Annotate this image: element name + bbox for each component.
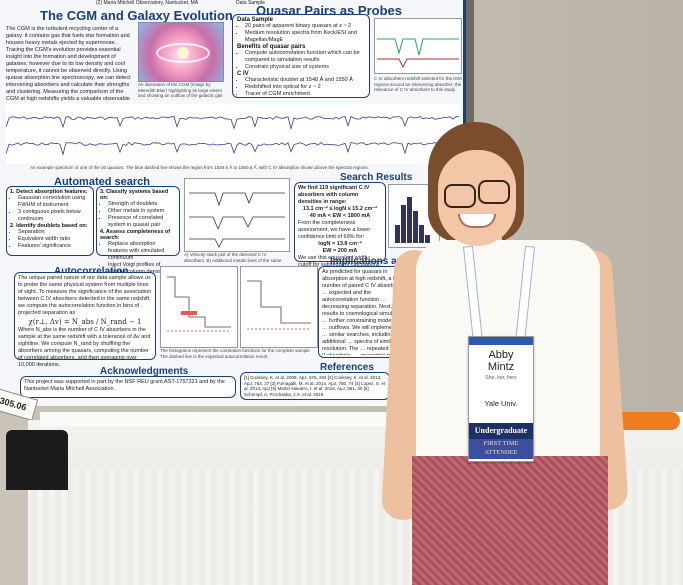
quasar-benefits-label: Benefits of quasar pairs [237,44,306,50]
autocorr-plot-b [240,266,318,348]
cgm-section-title: The CGM and Galaxy Evolution [40,8,233,23]
search-results-box: We find 119 significant C IV absorbers w… [294,182,386,268]
search-results-p1: We find 119 significant C IV absorbers w… [298,185,370,205]
step-1-label: 1. Detect absorption features: [10,189,88,195]
step-item: Other metals in system [108,208,176,215]
quasar-data-label: Data Sample [237,17,274,23]
acknowledgments-body: This project was supported in part by th… [24,379,225,392]
glasses-left-lens-icon [444,184,476,208]
step-item: Replace absorption features with simulat… [108,241,176,262]
badge-affiliation: Yale Univ. [484,399,518,408]
badge-first-name: Abby [488,349,514,361]
velocity-stack-figure [184,178,290,252]
implications-title: Implications and Future [330,256,443,267]
search-range-2: 40 mÅ < EW < 1800 mÅ [309,213,371,219]
poster-header-fragment: (2) Maria Mitchell Observatory, Nantucke… [96,0,199,6]
search-limit-1: logN = 13.8 cm⁻² [318,241,362,247]
quasar-benefits-list: Compute autocorrelation function which c… [237,50,365,71]
autocorr-fig-caption: The histograms represent the correlation… [160,348,311,359]
step-3-label: 3. Classify systems based on: [100,189,169,201]
civ-item: Redshifted into optical for z ~ 2 [245,84,365,91]
quasar-doublet-figure [374,18,462,74]
quasar-benefit-item: Constrain physical size of systems [245,64,365,71]
autocorr-body-2: Where N_abs is the number of C IV absorb… [18,327,151,368]
badge-last-name: Mintz [487,361,515,373]
quasar-caption: C IV absorbers redshift selected for the… [374,76,462,92]
spectrum-lines-icon [5,116,460,156]
civ-item: Characteristic doublet at 1548 Å and 155… [245,77,365,84]
histogram-icon [395,197,430,243]
search-limit-2: EW = 200 mÅ [322,248,358,254]
cgm-section-body: The CGM is the turbulent recycling cente… [6,26,131,102]
badge-pronouns: She, her, hers [485,375,517,381]
badge-header-stripe [469,337,533,345]
background-person [6,430,68,490]
search-results-p2: From the completeness assessment, we hav… [298,220,371,240]
automated-search-title: Automated search [54,176,150,188]
classify-assess-box: 3. Classify systems based on: Strength o… [96,186,180,275]
name-badge: Abby Mintz She, her, hers Yale Univ. Und… [468,336,534,462]
autocorrelation-title: Autocorrelation [54,266,128,277]
references-title: References [320,362,374,373]
civ-label: C IV [237,71,249,77]
step-2-label: 2. Identify doublets based on: [10,223,88,229]
autocorrelation-box: The unique paired nature of our data sam… [14,272,156,368]
step-1-list: Gaussian convolution using FWHM of instr… [10,195,90,223]
civ-list: Characteristic doublet at 1548 Å and 155… [237,77,365,98]
step-item: Strength of doublets [108,201,176,208]
search-results-title: Search Results [340,172,413,183]
automated-fig-caption: A) Velocity stack plot of the detected C… [184,252,282,264]
quasar-data-list: 20 pairs of apparent binary quasars at z… [237,23,365,44]
cgm-galaxy-swirl-icon [156,43,210,63]
step-3-list: Strength of doublets Other metals in sys… [100,201,176,229]
doublet-plot-icon [377,38,459,69]
autocorr-step-plot-icon [247,280,311,330]
references-body: [1] Cooksey, K. et al. 2008, ApJ, 676, 2… [244,375,386,397]
quasar-spectrum-figure [5,104,460,164]
quasar-benefit-item: Compute autocorrelation function which c… [245,50,365,64]
badge-undergraduate-ribbon: Undergraduate [469,423,533,439]
research-poster: (2) Maria Mitchell Observatory, Nantucke… [0,0,466,406]
glasses-right-lens-icon [478,180,510,204]
step-item: Features' significance [18,243,90,250]
step-2-list: Separation Equivalent width ratio Featur… [10,229,90,250]
detect-identify-box: 1. Detect absorption features: Gaussian … [6,186,94,256]
velocity-stack-icon [189,192,285,248]
civ-item: Tracer of CGM enrichment [245,91,365,98]
references-box: [1] Cooksey, K. et al. 2008, ApJ, 676, 2… [240,372,390,400]
quasar-pairs-box: Data Sample 20 pairs of apparent binary … [232,14,370,98]
cgm-image-caption: An illustration of the CGM (Image by Mer… [138,82,223,100]
step-item: Separation [18,229,90,236]
acknowledgments-title: Acknowledgments [100,366,189,377]
person-tweed-skirt [412,456,608,585]
autocorr-body: The unique paired nature of our data sam… [18,275,152,316]
search-range-1: 13.1 cm⁻² ≤ logN ≤ 15.2 cm⁻² [302,206,378,212]
step-item: Gaussian convolution using FWHM of instr… [18,195,90,209]
search-results-p3: We use this equivalent width cutoff for … [298,255,382,268]
step-4-label: 4. Assess completeness of search: [100,229,171,241]
autocorr-formula: χ(r⊥, Δv) = N_abs / N_rand − 1 [28,318,142,326]
autocorr-step-plot-icon [167,276,231,332]
quasar-data-item: 20 pairs of apparent binary quasars at z… [245,23,365,30]
cgm-illustration-image [138,22,224,82]
acknowledgments-box: This project was supported in part by th… [20,376,236,398]
step-item: Presence of correlated system in quasar … [108,215,176,229]
spectrum-caption: An example spectrum of one of the 20 qua… [30,165,369,170]
data-sample-fragment: Data Sample [236,0,265,6]
badge-first-time-ribbon: FIRST TIME ATTENDEE [469,439,533,459]
step-item: Equivalent width ratio [18,236,90,243]
step-item: 3 contiguous pixels below continuum [18,209,90,223]
quasar-data-item: Medium resolution spectra from Keck/ESI … [245,30,365,44]
autocorr-plot-a [160,266,238,348]
